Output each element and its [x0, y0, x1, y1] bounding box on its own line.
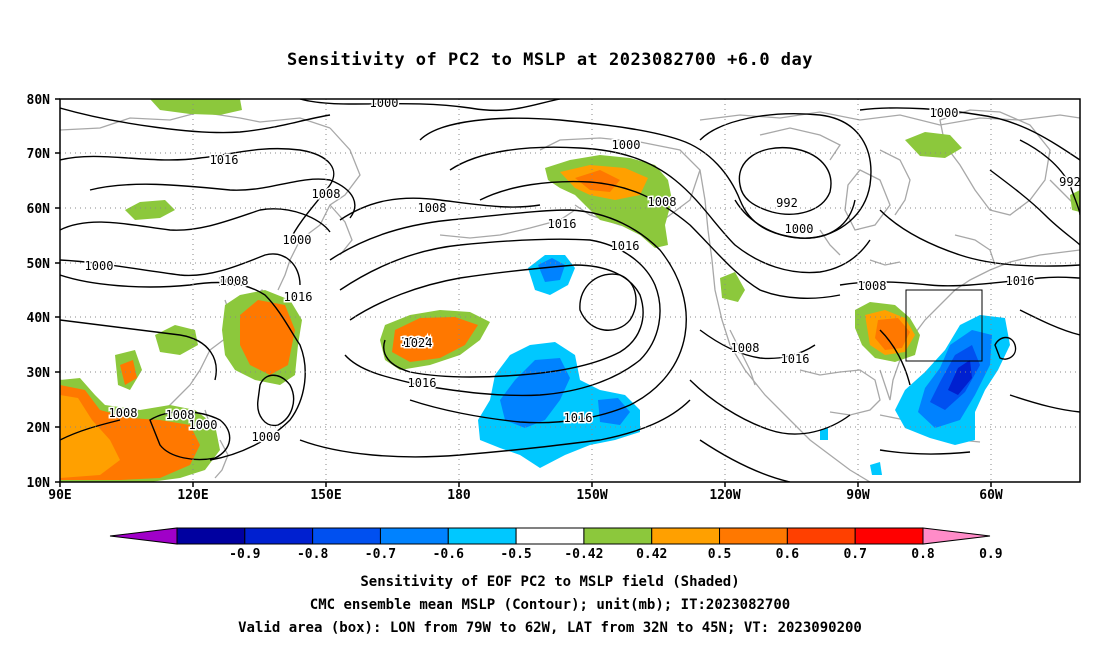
colorbar-label: -0.9 — [229, 547, 260, 562]
contour-label: 1000 — [930, 106, 959, 120]
lat-label: 10N — [27, 476, 51, 491]
contour-label: 1000 — [283, 233, 312, 247]
lat-label: 60N — [27, 202, 51, 217]
contour-label: 1000 — [612, 138, 641, 152]
contour-label: 1016 — [611, 239, 640, 253]
colorbar-label: 0.9 — [979, 547, 1002, 562]
colorbar-segment — [176, 527, 246, 545]
lon-label: 150E — [310, 488, 341, 503]
colorbar-segment — [854, 527, 924, 545]
colorbar-label: -0.5 — [500, 547, 531, 562]
lat-lon-grid — [60, 99, 1080, 482]
lat-label: 80N — [27, 93, 51, 108]
lon-label: 60W — [979, 488, 1003, 503]
contour-label: 1008 — [858, 279, 887, 293]
colorbar-label: 0.7 — [843, 547, 866, 562]
contour-label: 1008 — [218, 275, 247, 289]
valid-area-box — [905, 289, 983, 362]
contour-label: 1016 — [548, 217, 577, 231]
contour-label: 1000 — [189, 418, 218, 432]
contour-label: 1000 — [785, 222, 814, 236]
lon-label: 150W — [576, 488, 607, 503]
colorbar-label: 0.6 — [776, 547, 800, 562]
contour-label: 992 — [776, 196, 798, 210]
contour-label: 1016 — [781, 352, 810, 366]
contour-label: 1008 — [109, 406, 138, 420]
caption-line-3: Valid area (box): LON from 79W to 62W, L… — [238, 620, 862, 636]
colorbar-label: 0.5 — [708, 547, 731, 562]
lat-label: 30N — [27, 366, 51, 381]
contour-label: 1000 — [252, 430, 281, 444]
colorbar-segment — [379, 527, 449, 545]
colorbar-label: -0.6 — [433, 547, 464, 562]
axis-ticks — [55, 98, 992, 487]
contour-labels: 1000101610081000100010081016102410161024… — [83, 96, 1081, 446]
colorbar-segment — [447, 527, 517, 545]
colorbar-label: 0.8 — [911, 547, 935, 562]
contour-label: 1000 — [370, 96, 399, 110]
colorbar-segment — [312, 527, 381, 545]
mslp-contours — [60, 99, 1080, 482]
lat-label: 20N — [27, 421, 51, 436]
caption-line-2: CMC ensemble mean MSLP (Contour); unit(m… — [309, 597, 791, 613]
colorbar-label: -0.7 — [365, 547, 396, 562]
contour-label: 1016 — [1006, 274, 1035, 288]
lon-label: 120W — [709, 488, 740, 503]
colorbar-segment — [786, 527, 856, 545]
contour-label: 1008 — [166, 408, 195, 422]
colorbar-max-arrow — [922, 527, 991, 545]
colorbar-segment — [651, 527, 721, 545]
colorbar: -0.9 -0.8 -0.7 -0.6 -0.5 -0.42 0.42 0.5 0.6 0.7 0.… — [109, 527, 1003, 562]
contour-label: 1024 — [404, 336, 433, 350]
colorbar-segment — [244, 527, 314, 545]
colorbar-min-arrow — [109, 527, 178, 545]
colorbar-segment — [719, 527, 788, 545]
colorbar-segment — [515, 527, 585, 545]
contour-label: 1008 — [648, 195, 677, 209]
contour-label: 1000 — [85, 259, 114, 273]
sensitivity-shading — [60, 99, 1080, 482]
lon-label: 90E — [48, 488, 71, 503]
caption-line-1: Sensitivity of EOF PC2 to MSLP field (Sh… — [360, 574, 740, 590]
longitude-labels: 90E 120E 150E 180 150W 120W 90W 60W — [48, 488, 1003, 503]
colorbar-segment — [583, 527, 653, 545]
contour-label: 1016 — [408, 376, 437, 390]
map-title: Sensitivity of PC2 to MSLP at 2023082700… — [286, 50, 813, 70]
plot-frame — [59, 98, 1081, 483]
contour-label: 1008 — [220, 274, 249, 288]
colorbar-label: -0.8 — [297, 547, 328, 562]
lon-label: 180 — [447, 488, 471, 503]
lat-label: 40N — [27, 311, 51, 326]
latitude-labels: 80N 70N 60N 50N 40N 30N 20N 10N — [27, 93, 51, 491]
contour-label: 992 — [1059, 175, 1081, 189]
contour-label: 1016 — [284, 290, 313, 304]
lat-label: 50N — [27, 257, 51, 272]
lon-label: 120E — [177, 488, 208, 503]
contour-label: 1024 — [401, 335, 430, 349]
contour-label: 1016 — [564, 411, 593, 425]
lon-label: 90W — [846, 488, 870, 503]
colorbar-label: -0.42 — [564, 547, 603, 562]
contour-label: 1008 — [731, 341, 760, 355]
contour-label: 1016 — [210, 153, 239, 167]
contour-label: 1008 — [312, 187, 341, 201]
contour-label: 1008 — [418, 201, 447, 215]
lat-label: 70N — [27, 147, 51, 162]
colorbar-label: 0.42 — [636, 547, 667, 562]
